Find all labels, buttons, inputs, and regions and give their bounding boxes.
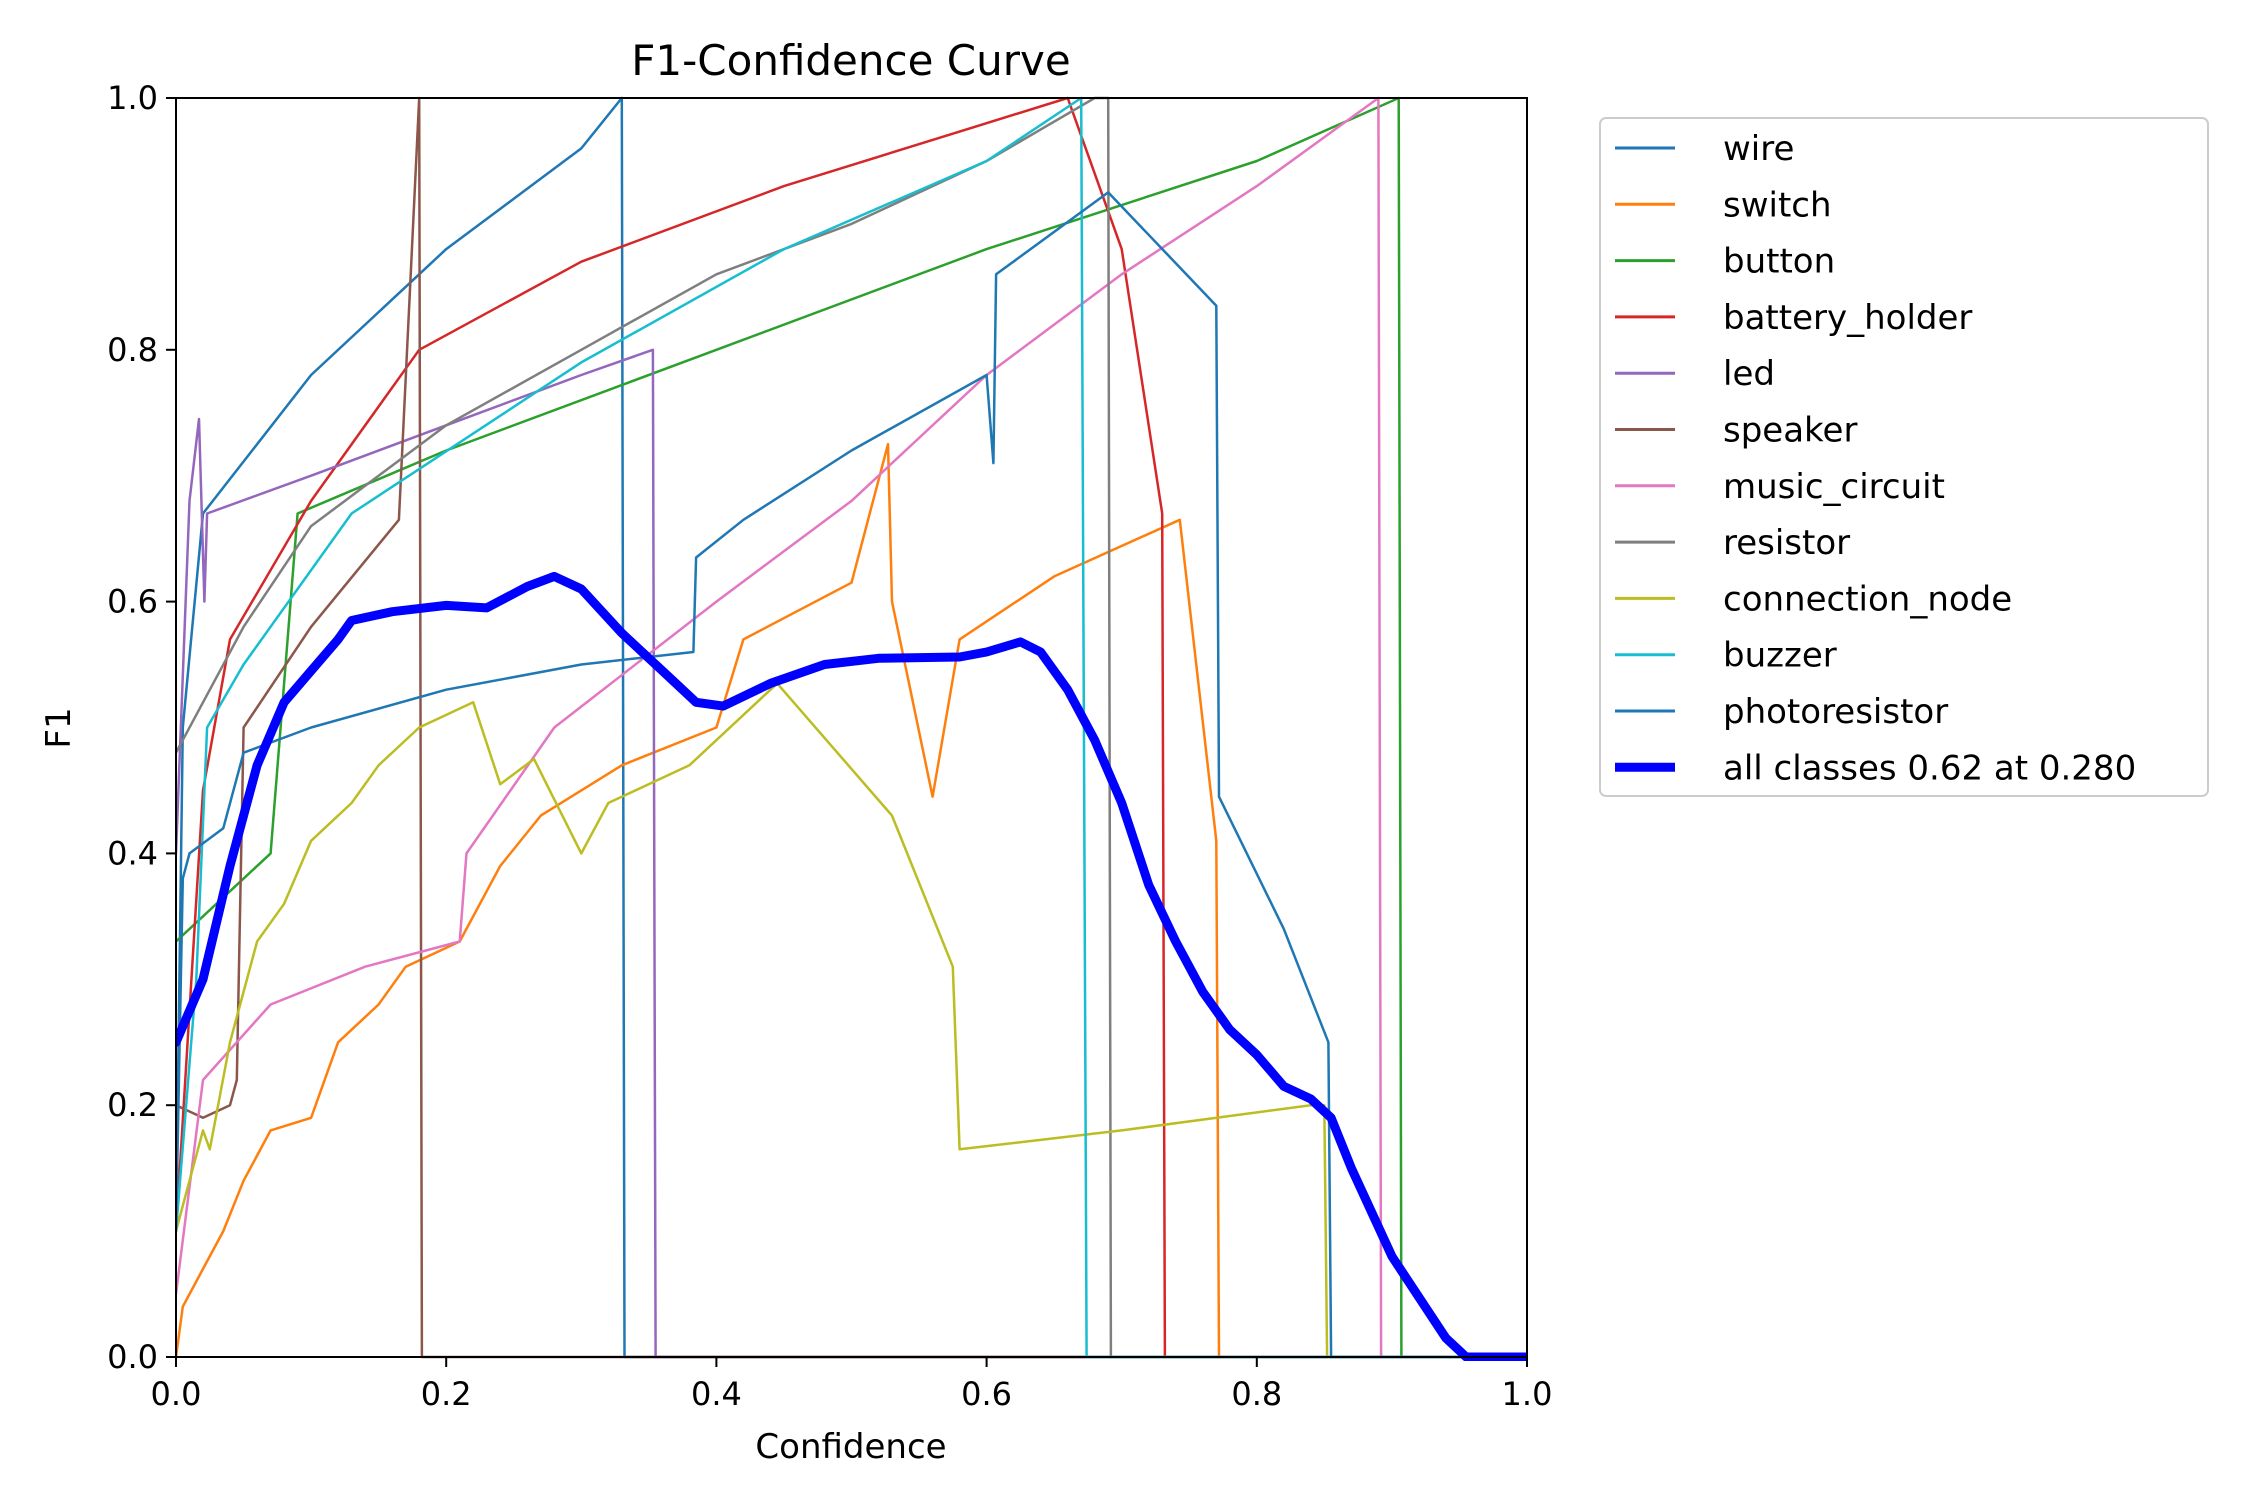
y-axis: 0.0 0.2 0.4 0.6 0.8 1.0 [107, 79, 176, 1376]
x-axis-label: Confidence [755, 1427, 946, 1467]
x-axis: 0.0 0.2 0.4 0.6 0.8 1.0 [151, 1357, 1553, 1413]
legend-label: buzzer [1723, 636, 1837, 676]
x-tick-label: 0.8 [1231, 1375, 1282, 1413]
legend-label: all classes 0.62 at 0.280 [1723, 748, 2136, 788]
y-axis-label: F1 [39, 707, 79, 748]
series-line-music-circuit [176, 96, 1527, 1359]
legend-label: led [1723, 354, 1775, 394]
y-tick-label: 0.4 [107, 834, 158, 872]
legend-label: switch [1723, 185, 1832, 225]
legend-label: connection_node [1723, 579, 2012, 619]
legend-label: button [1723, 242, 1835, 282]
series-line-switch [176, 442, 1527, 1359]
series-line-battery-holder [176, 96, 1527, 1359]
y-tick-label: 0.0 [107, 1338, 158, 1376]
series-line-buzzer [176, 96, 1527, 1359]
chart-title: F1-Confidence Curve [631, 36, 1070, 85]
legend-label: wire [1723, 129, 1794, 169]
legend-label: photoresistor [1723, 692, 1948, 732]
plot-area [176, 96, 1527, 1361]
x-tick-label: 1.0 [1502, 1375, 1553, 1413]
x-tick-label: 0.4 [691, 1375, 742, 1413]
legend-label: speaker [1723, 411, 1857, 451]
legend-label: resistor [1723, 523, 1850, 563]
series-line-led [176, 348, 1527, 1359]
series-line-wire [176, 96, 1527, 1359]
series-line-all [176, 571, 1527, 1361]
y-tick-label: 0.8 [107, 331, 158, 369]
y-tick-label: 0.2 [107, 1086, 158, 1124]
legend-box [1599, 117, 2209, 797]
y-tick-label: 1.0 [107, 79, 158, 117]
series-line-photoresistor [176, 191, 1527, 1359]
plot-frame [175, 97, 1528, 1358]
x-tick-label: 0.2 [421, 1375, 472, 1413]
legend-label: battery_holder [1723, 298, 1972, 338]
legend-label: music_circuit [1723, 467, 1945, 507]
x-tick-label: 0.6 [961, 1375, 1012, 1413]
x-tick-label: 0.0 [151, 1375, 202, 1413]
y-tick-label: 0.6 [107, 583, 158, 621]
series-line-button [176, 96, 1527, 1359]
series-line-connection-node [176, 682, 1527, 1359]
